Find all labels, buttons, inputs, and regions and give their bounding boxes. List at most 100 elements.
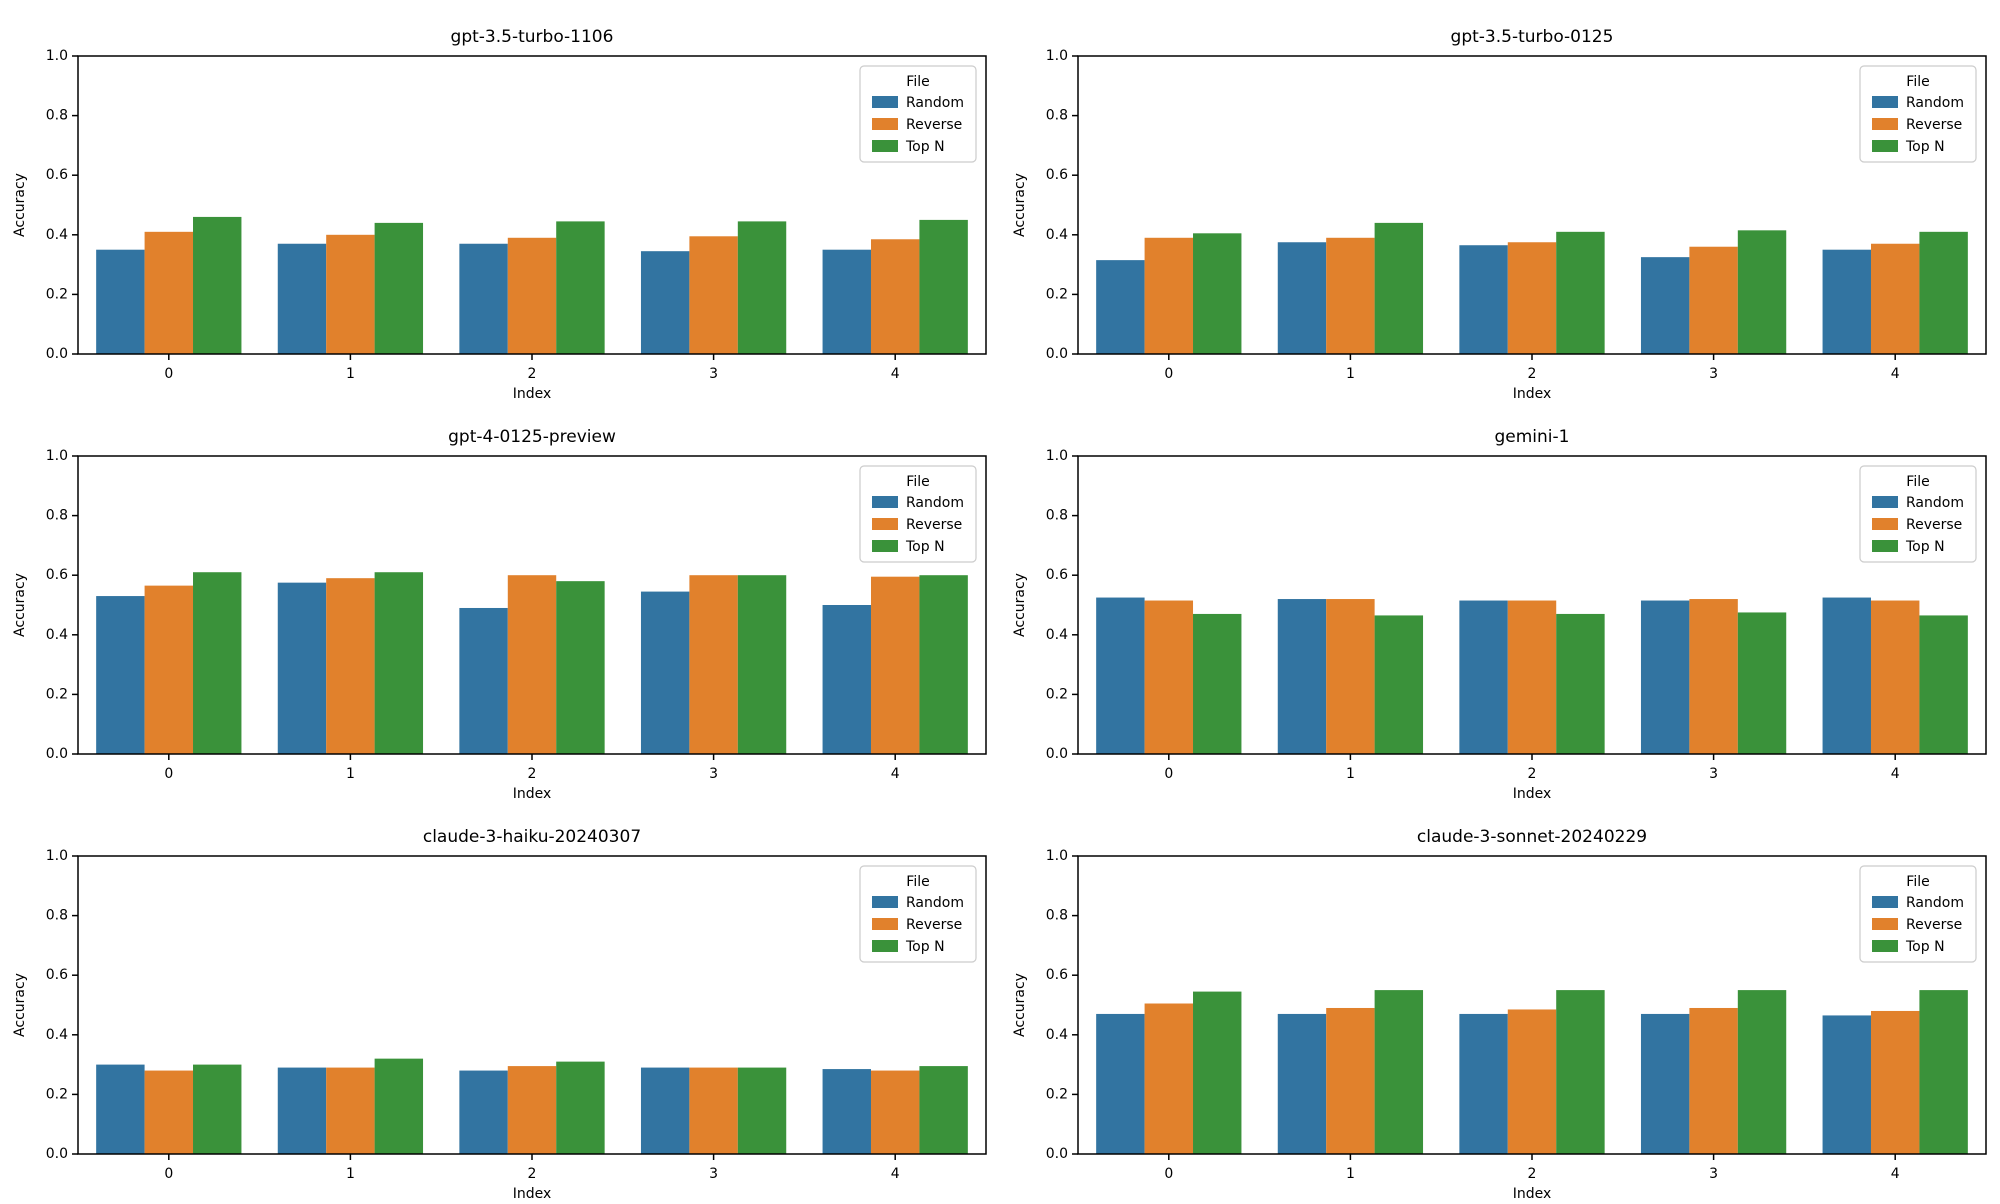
legend-title: File <box>906 474 929 490</box>
bar <box>1556 990 1605 1154</box>
bar <box>640 1067 690 1154</box>
legend-swatch <box>872 518 898 530</box>
legend-swatch <box>872 540 898 552</box>
y-tick-label: 0.8 <box>1046 508 1068 524</box>
bar <box>374 222 424 354</box>
y-tick-label: 1.0 <box>46 48 68 64</box>
bar <box>1556 613 1605 754</box>
chart-title: gpt-3.5-turbo-1106 <box>451 27 614 47</box>
bar <box>1144 1003 1194 1154</box>
chart-canvas: 0.0 0.2 0.4 0.6 0.8 1.0 0 1 2 3 4 claude-3-haiku-20… <box>12 827 987 1202</box>
legend-swatch <box>1872 118 1898 130</box>
y-tick-label: 0.0 <box>46 1146 68 1162</box>
bar <box>507 237 557 354</box>
bar <box>737 221 787 354</box>
legend-swatch <box>872 140 898 152</box>
x-tick-label: 0 <box>164 766 173 782</box>
bar <box>193 216 242 354</box>
legend-title: File <box>906 874 929 890</box>
legend-label: Reverse <box>906 117 962 133</box>
bar <box>1737 230 1787 354</box>
bar <box>459 243 508 354</box>
x-axis-label: Index <box>513 1186 552 1200</box>
y-tick-label: 0.2 <box>1046 1086 1068 1102</box>
x-tick-label: 3 <box>1709 766 1718 782</box>
bar <box>374 572 424 754</box>
bar <box>1459 245 1508 354</box>
bar <box>737 1067 787 1154</box>
x-tick-label: 1 <box>1346 1166 1355 1182</box>
bar <box>1326 599 1375 754</box>
y-tick-label: 0.6 <box>46 167 68 183</box>
y-axis-label: Accuracy <box>1012 973 1028 1037</box>
bar <box>1144 237 1194 354</box>
y-tick-label: 0.8 <box>46 508 68 524</box>
x-tick-label: 3 <box>1709 366 1718 382</box>
legend-label: Reverse <box>906 917 962 933</box>
legend: File Random Reverse Top N <box>859 465 977 563</box>
legend: File Random Reverse Top N <box>1859 465 1977 563</box>
legend-label: Top N <box>905 139 945 155</box>
bar <box>1277 242 1327 354</box>
y-tick-label: 0.0 <box>46 346 68 362</box>
x-tick-label: 4 <box>891 766 900 782</box>
y-tick-label: 1.0 <box>1046 448 1068 464</box>
bar <box>459 1070 508 1154</box>
bar <box>1689 246 1738 354</box>
x-tick-label: 2 <box>1528 1166 1537 1182</box>
bar <box>193 572 242 754</box>
subplot-gemini-1: 0.0 0.2 0.4 0.6 0.8 1.0 0 1 2 3 4 gemini-1 Index Accu… <box>1000 400 2000 802</box>
y-tick-label: 0.4 <box>46 1027 68 1043</box>
x-tick-label: 2 <box>528 766 537 782</box>
chart-title: claude-3-sonnet-20240229 <box>1417 827 1647 847</box>
y-tick-label: 0.6 <box>1046 967 1068 983</box>
subplot-claude-3-haiku: 0.0 0.2 0.4 0.6 0.8 1.0 0 1 2 3 4 claude-3-haiku-20… <box>0 800 1000 1202</box>
chart-canvas: 0.0 0.2 0.4 0.6 0.8 1.0 0 1 2 3 4 gemini-1 Index Accu… <box>1012 427 1987 802</box>
y-tick-label: 0.8 <box>1046 108 1068 124</box>
y-axis-label: Accuracy <box>1012 573 1028 637</box>
legend-swatch <box>1872 518 1898 530</box>
legend-label: Random <box>906 95 964 111</box>
y-axis-label: Accuracy <box>12 973 28 1037</box>
x-tick-label: 3 <box>709 766 718 782</box>
x-tick-label: 0 <box>164 366 173 382</box>
bar <box>1096 1013 1145 1154</box>
y-tick-label: 0.6 <box>46 967 68 983</box>
legend-label: Random <box>906 895 964 911</box>
legend-label: Random <box>1906 895 1964 911</box>
bar <box>96 249 145 354</box>
chart-canvas: 0.0 0.2 0.4 0.6 0.8 1.0 0 1 2 3 4 gpt-4-0125-previe… <box>12 427 987 802</box>
legend-label: Top N <box>1905 139 1945 155</box>
x-tick-label: 4 <box>1891 766 1900 782</box>
y-tick-label: 0.8 <box>46 108 68 124</box>
y-tick-label: 0.2 <box>46 286 68 302</box>
bar <box>556 221 605 354</box>
y-tick-label: 0.2 <box>1046 286 1068 302</box>
bar <box>1870 600 1920 754</box>
legend-swatch <box>1872 496 1898 508</box>
y-tick-label: 1.0 <box>1046 848 1068 864</box>
bar <box>144 585 194 754</box>
chart-title: claude-3-haiku-20240307 <box>423 827 641 847</box>
legend-label: Top N <box>905 939 945 955</box>
y-tick-label: 0.0 <box>1046 346 1068 362</box>
bar <box>689 1067 738 1154</box>
chart-title: gpt-4-0125-preview <box>448 427 616 447</box>
subplot-gpt-35-turbo-1106: 0.0 0.2 0.4 0.6 0.8 1.0 0 1 2 3 4 gpt-3.5-turbo-110… <box>0 0 1000 402</box>
bar <box>689 236 738 354</box>
x-tick-label: 0 <box>1164 1166 1173 1182</box>
bar <box>459 607 508 754</box>
legend-swatch <box>1872 918 1898 930</box>
legend-box <box>859 65 977 163</box>
bar <box>1507 242 1557 354</box>
bar <box>640 591 690 754</box>
bar <box>1919 615 1968 754</box>
legend-swatch <box>872 118 898 130</box>
bar <box>556 1061 605 1154</box>
bar <box>326 1067 375 1154</box>
bar <box>1144 600 1194 754</box>
bar <box>919 575 968 754</box>
x-tick-label: 1 <box>1346 766 1355 782</box>
x-tick-label: 1 <box>346 1166 355 1182</box>
legend-label: Random <box>906 495 964 511</box>
